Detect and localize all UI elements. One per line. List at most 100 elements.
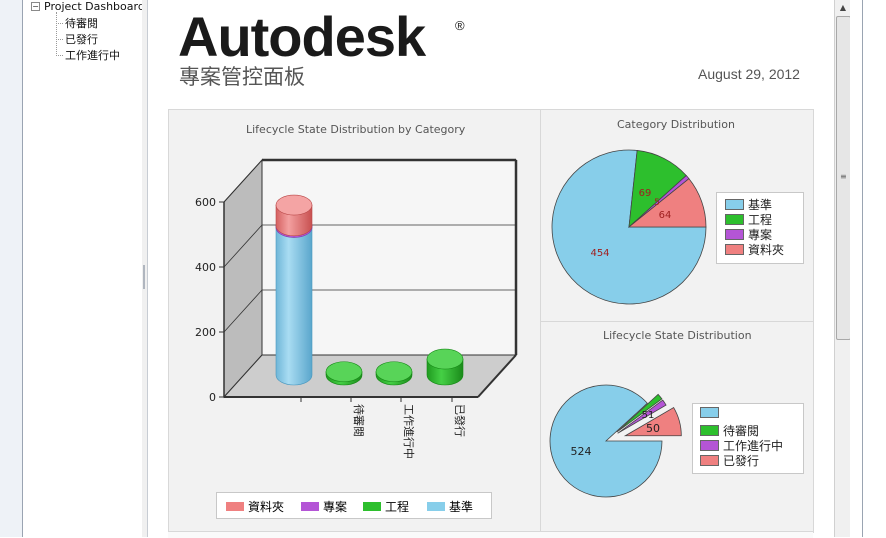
- tree-item-released[interactable]: 已發行: [56, 31, 98, 47]
- legend-label: 已發行: [723, 454, 760, 468]
- legend-swatch: [226, 502, 244, 511]
- legend-label: 工程: [748, 213, 773, 227]
- bar-chart-title: Lifecycle State Distribution by Category: [246, 123, 466, 136]
- tree-branch: [56, 22, 63, 24]
- pie-slice: [623, 406, 682, 437]
- x-tick-label: 已發行: [453, 404, 467, 437]
- pie2-legend: 待審閱 工作進行中 已發行: [692, 403, 804, 474]
- legend-swatch: [700, 407, 719, 418]
- pie-slice: [616, 393, 663, 433]
- legend-label: 資料夾: [748, 243, 785, 257]
- pie1-legend-item: 基準: [725, 196, 772, 213]
- bar-legend-item: 專案: [301, 498, 347, 515]
- pie2-legend-item: 工作進行中: [700, 437, 783, 454]
- pie-slice: [551, 149, 707, 305]
- legend-swatch: [427, 502, 445, 511]
- bar-segment-top: [426, 348, 464, 370]
- pie-slice: [617, 399, 667, 434]
- pie-slice: [549, 384, 663, 498]
- pie1-legend-item: 資料夾: [725, 241, 784, 258]
- page-subtitle: 專案管控面板: [179, 65, 305, 89]
- pie-data-label: 50: [646, 422, 660, 435]
- bar-chart-side-edge: [477, 354, 517, 398]
- bar-segment-top: [375, 361, 413, 383]
- pie-data-label: 64: [659, 210, 672, 221]
- pie-data-label: 454: [590, 248, 609, 259]
- legend-label: 專案: [323, 500, 348, 514]
- y-tick-label: 0: [209, 391, 216, 404]
- tree-branch: [56, 38, 63, 40]
- collapse-icon[interactable]: −: [31, 2, 40, 11]
- tree-root-label: Project Dashboard: [44, 0, 145, 13]
- pie1-legend: 基準 工程 專案 資料夾: [716, 192, 804, 264]
- registered-mark: ®: [455, 18, 465, 33]
- pie-data-label: 5: [654, 198, 660, 208]
- pie-data-label: 51: [642, 410, 655, 421]
- pie1-data-labels: 454 695 64: [590, 188, 671, 259]
- tree-item-label: 待審閱: [65, 17, 98, 30]
- gridline-side: [223, 289, 263, 333]
- pie2-legend-item: 已發行: [700, 452, 759, 469]
- legend-label: 資料夾: [248, 500, 285, 514]
- scroll-up-arrow-icon[interactable]: ▲: [839, 3, 847, 12]
- pie1-title: Category Distribution: [617, 118, 735, 131]
- pie2-legend-item: 待審閱: [700, 422, 759, 439]
- bar-chart-x-ticks: 待審閱 工作進行中 已發行: [300, 397, 467, 459]
- thumb-grip-icon: ≡: [840, 172, 847, 181]
- pie2-title: Lifecycle State Distribution: [603, 329, 752, 342]
- splitter-grip[interactable]: [143, 265, 145, 289]
- legend-label: 基準: [449, 500, 474, 514]
- bar-segment-top: [275, 194, 313, 216]
- bar-legend-item: 基準: [427, 498, 473, 515]
- x-tick-label: 工作進行中: [402, 404, 415, 459]
- y-tick-label: 400: [195, 261, 216, 274]
- legend-swatch: [363, 502, 381, 511]
- legend-label: 專案: [748, 228, 773, 242]
- y-tick-label: 200: [195, 326, 216, 339]
- bar-segment: [275, 227, 313, 386]
- tree-item-label: 工作進行中: [65, 49, 120, 62]
- tree-item-pending-review[interactable]: 待審閱: [56, 15, 98, 31]
- legend-label: 工作進行中: [723, 439, 784, 453]
- bar-chart-legend: 資料夾 專案 工程 基準: [216, 492, 492, 519]
- bar-chart-bars: [275, 194, 464, 386]
- report-date: August 29, 2012: [698, 66, 800, 82]
- bar-chart-floor: [222, 354, 518, 398]
- pie1-legend-item: 專案: [725, 226, 772, 243]
- bar-chart-y-ticks: 0 200 400 600: [195, 196, 224, 404]
- legend-swatch: [301, 502, 319, 511]
- tree-branch: [56, 54, 63, 56]
- window-left-edge: [0, 0, 23, 537]
- legend-swatch: [725, 214, 744, 225]
- legend-swatch: [725, 199, 744, 210]
- legend-swatch: [700, 440, 719, 451]
- gridline-side: [223, 224, 263, 268]
- bar-segment-top: [325, 361, 363, 383]
- legend-swatch: [725, 229, 744, 240]
- tree-item-work-in-progress[interactable]: 工作進行中: [56, 47, 120, 63]
- window-right-edge: [850, 0, 886, 537]
- legend-label: 待審閱: [723, 424, 760, 438]
- legend-swatch: [700, 455, 719, 466]
- pie-data-label: 524: [571, 445, 592, 458]
- vertical-scrollbar[interactable]: ▲ ≡: [834, 0, 851, 537]
- gridline-side: [223, 159, 263, 203]
- bar-legend-item: 資料夾: [226, 498, 284, 515]
- legend-swatch: [725, 244, 744, 255]
- pane-splitter[interactable]: [142, 0, 148, 537]
- y-tick-label: 600: [195, 196, 216, 209]
- scrollbar-thumb[interactable]: ≡: [836, 16, 851, 340]
- bar-legend-item: 工程: [363, 498, 409, 515]
- window-border: [862, 0, 863, 537]
- legend-swatch: [700, 425, 719, 436]
- pie2-slices: [549, 384, 682, 498]
- pie2-legend-item: [700, 407, 723, 418]
- legend-label: 工程: [385, 500, 410, 514]
- pie1-slices: [551, 149, 707, 305]
- legend-label: 基準: [748, 198, 773, 212]
- tree-root-project-dashboard[interactable]: − Project Dashboard: [31, 0, 145, 13]
- pie-slice: [627, 178, 707, 228]
- tree-item-label: 已發行: [65, 33, 98, 46]
